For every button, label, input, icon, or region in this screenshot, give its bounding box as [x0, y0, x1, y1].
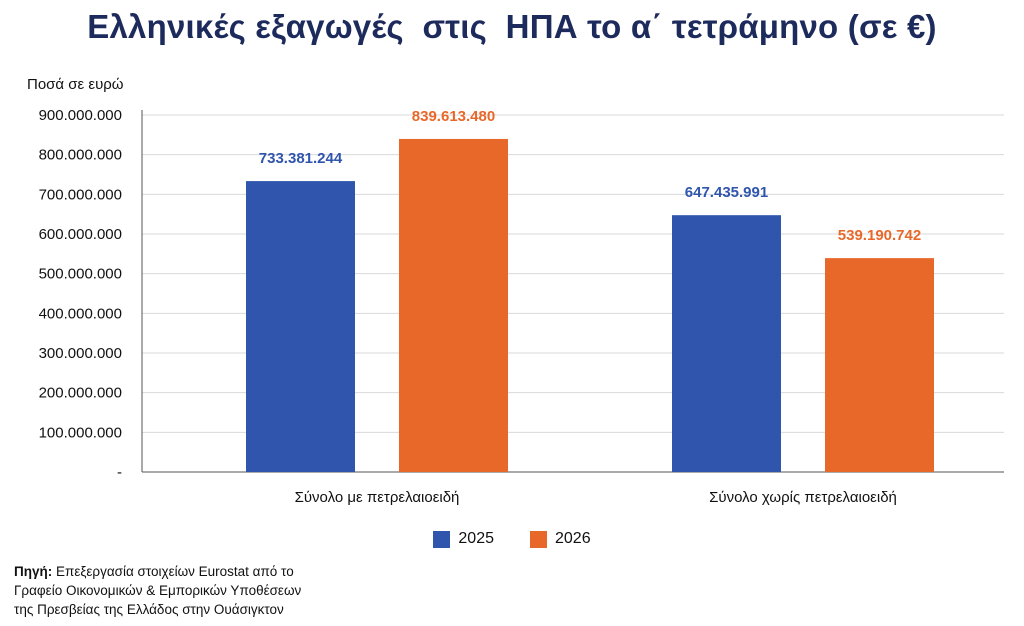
bar-2025	[672, 215, 781, 473]
source-line-2: Γραφείο Οικονομικών & Εμπορικών Υποθέσεω…	[14, 583, 302, 598]
source-line-1: Πηγή: Επεξεργασία στοιχείων Eurostat από…	[14, 562, 394, 581]
legend-label-2026: 2026	[555, 530, 591, 547]
y-tick-label: 900.000.000	[39, 107, 122, 124]
chart-title: Ελληνικές εξαγωγές στις ΗΠΑ το α΄ τετράμ…	[87, 8, 937, 45]
y-tick-label: 100.000.000	[39, 424, 122, 441]
y-axis-label: Ποσά σε ευρώ	[27, 76, 124, 93]
legend-item-2025: 2025	[433, 530, 494, 548]
source-note: Πηγή: Επεξεργασία στοιχείων Eurostat από…	[14, 562, 394, 619]
data-label-2026: 539.190.742	[838, 227, 921, 244]
y-tick-label: -	[117, 464, 122, 481]
legend-swatch-2026	[530, 530, 547, 548]
y-tick-label: 500.000.000	[39, 266, 122, 283]
bar-2026	[825, 258, 934, 472]
source-line-3: της Πρεσβείας της Ελλάδος στην Ουάσιγκτο…	[14, 602, 284, 617]
legend-item-2026: 2026	[530, 530, 591, 548]
data-label-2025: 647.435.991	[685, 184, 768, 201]
x-category-label: Σύνολο χωρίς πετρελαιοειδή	[709, 489, 897, 506]
y-tick-label: 800.000.000	[39, 147, 122, 164]
y-tick-label: 600.000.000	[39, 226, 122, 243]
y-tick-label: 700.000.000	[39, 186, 122, 203]
x-category-label: Σύνολο με πετρελαιοειδή	[295, 489, 460, 506]
y-tick-label: 200.000.000	[39, 385, 122, 402]
y-tick-label: 300.000.000	[39, 345, 122, 362]
source-label: Πηγή:	[14, 564, 53, 579]
legend: 2025 2026	[0, 530, 1024, 548]
legend-swatch-2025	[433, 530, 451, 548]
source-text-1: Επεξεργασία στοιχείων Eurostat από το	[52, 564, 294, 579]
legend-label-2025: 2025	[458, 530, 494, 547]
y-tick-label: 400.000.000	[39, 305, 122, 322]
data-label-2026: 839.613.480	[412, 108, 495, 125]
bar-2026	[399, 138, 508, 473]
bar-2025	[246, 181, 355, 472]
data-label-2025: 733.381.244	[259, 150, 343, 167]
